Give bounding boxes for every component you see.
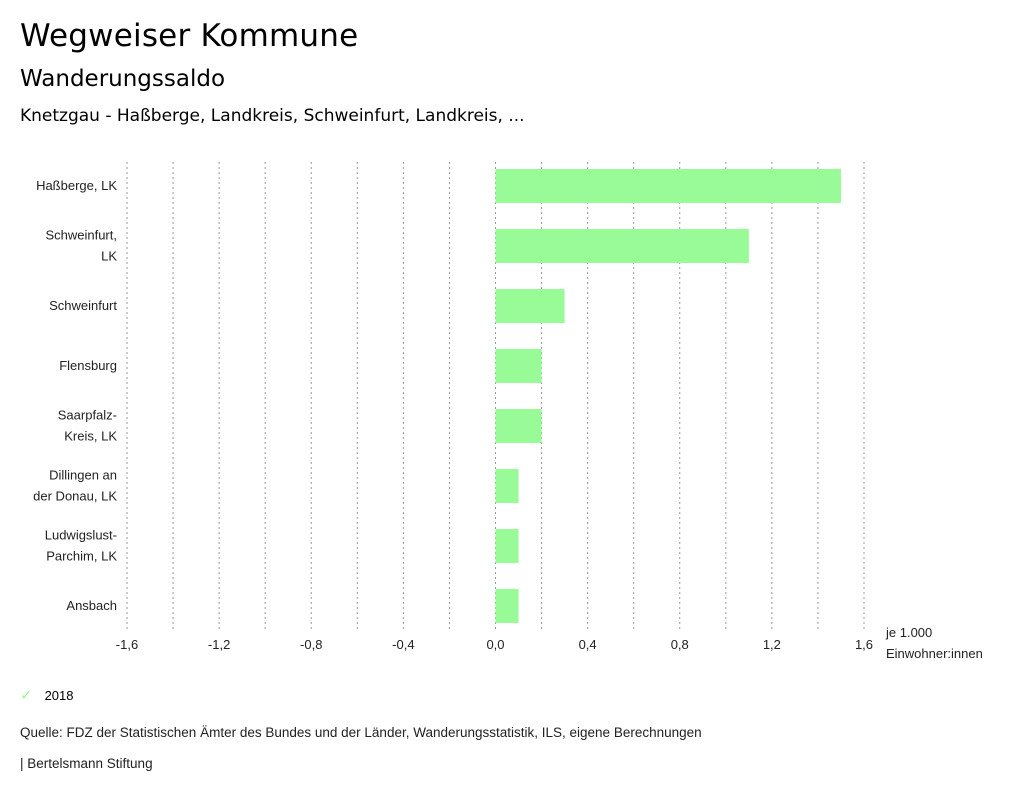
x-tick-label: 1,6 <box>855 637 873 652</box>
bar[interactable] <box>495 529 519 563</box>
category-label: Schweinfurt, LK <box>45 228 117 264</box>
x-tick-label: -1,2 <box>208 637 230 652</box>
category-label: Haßberge, LK <box>36 178 117 193</box>
category-label: Ansbach <box>66 598 117 613</box>
bars <box>495 169 841 623</box>
chart-subtitle: Wanderungssaldo <box>20 66 226 92</box>
category-label: Ludwigslust-Parchim, LK <box>45 528 118 564</box>
bar[interactable] <box>495 409 542 443</box>
bar-chart: Haßberge, LK Schweinfurt, LK Schweinfurt Fle… <box>33 162 983 661</box>
legend[interactable]: ✓ 2018 <box>20 686 74 704</box>
x-tick-label: 0,8 <box>671 637 689 652</box>
x-tick-labels: -1,6 -1,2 -0,8 -0,4 0,0 0,4 0,8 1,2 1,6 <box>116 637 873 652</box>
category-label: Dillingen an der Donau, LK <box>33 468 117 504</box>
category-label: Saarpfalz-Kreis, LK <box>58 408 118 444</box>
brand-credit: | Bertelsmann Stiftung <box>20 756 153 771</box>
x-axis-unit-label: je 1.000 Einwohner:innen <box>885 625 983 661</box>
bar[interactable] <box>495 289 565 323</box>
bar[interactable] <box>495 469 519 503</box>
check-icon: ✓ <box>20 687 33 704</box>
bar[interactable] <box>495 349 542 383</box>
x-tick-label: 0,0 <box>486 637 504 652</box>
x-tick-label: 1,2 <box>763 637 781 652</box>
region-label: Knetzgau - Haßberge, Landkreis, Schweinf… <box>20 106 525 126</box>
legend-label: 2018 <box>44 687 74 703</box>
x-tick-label: -0,4 <box>392 637 414 652</box>
page-title: Wegweiser Kommune <box>20 18 359 54</box>
x-tick-label: -0,8 <box>300 637 322 652</box>
bar[interactable] <box>495 169 841 203</box>
bar[interactable] <box>495 589 519 623</box>
x-tick-label: 0,4 <box>579 637 597 652</box>
category-labels: Haßberge, LK Schweinfurt, LK Schweinfurt Fle… <box>33 178 117 613</box>
category-label: Flensburg <box>59 358 117 373</box>
category-label: Schweinfurt <box>49 298 117 313</box>
source-note: Quelle: FDZ der Statistischen Ämter des … <box>20 725 702 740</box>
x-tick-label: -1,6 <box>116 637 138 652</box>
bar[interactable] <box>495 229 749 263</box>
